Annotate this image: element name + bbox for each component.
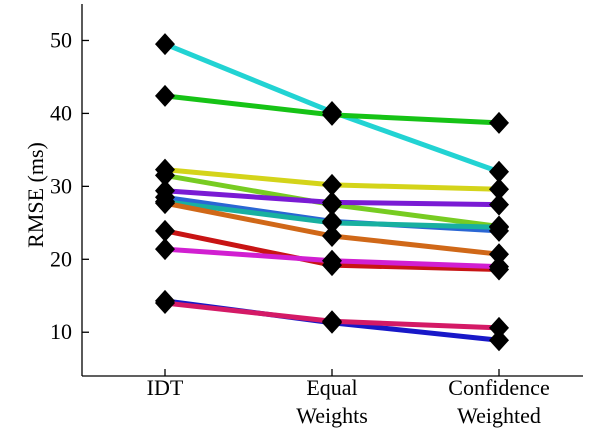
data-point-marker xyxy=(489,255,509,278)
x-category-label: Weights xyxy=(296,403,368,428)
y-tick-label: 40 xyxy=(50,100,72,125)
data-point-marker xyxy=(155,192,175,215)
data-point-marker xyxy=(489,329,509,352)
x-category-label: Equal xyxy=(306,375,357,400)
data-point-marker xyxy=(489,216,509,239)
data-point-marker xyxy=(489,316,509,339)
data-point-marker xyxy=(489,193,509,216)
data-point-marker xyxy=(489,111,509,134)
x-category-label: IDT xyxy=(147,375,184,400)
data-point-marker xyxy=(322,191,342,214)
labels: 10 20 30 40 50 IDT Equal Weights Confidence Weigh… xyxy=(23,27,550,428)
data-point-marker xyxy=(155,33,175,56)
data-point-marker xyxy=(322,249,342,272)
y-axis-title: RMSE (ms) xyxy=(23,142,48,248)
axes xyxy=(81,4,583,377)
data-point-marker xyxy=(322,173,342,196)
data-point-marker xyxy=(155,219,175,242)
data-point-marker xyxy=(322,310,342,333)
x-category-label: Confidence xyxy=(448,375,549,400)
data-point-marker xyxy=(489,178,509,201)
data-point-marker xyxy=(489,243,509,266)
y-tick-label: 30 xyxy=(50,173,72,198)
data-point-marker xyxy=(489,160,509,183)
data-point-marker xyxy=(155,164,175,187)
data-point-marker xyxy=(322,224,342,247)
data-point-marker xyxy=(322,211,342,234)
data-point-marker xyxy=(155,238,175,261)
markers xyxy=(155,33,509,352)
data-point-marker xyxy=(155,84,175,107)
y-tick-label: 10 xyxy=(50,319,72,344)
data-point-marker xyxy=(155,292,175,315)
x-category-label: Weighted xyxy=(457,403,541,428)
y-tick-label: 20 xyxy=(50,246,72,271)
data-point-marker xyxy=(322,103,342,126)
y-tick-label: 50 xyxy=(50,27,72,52)
